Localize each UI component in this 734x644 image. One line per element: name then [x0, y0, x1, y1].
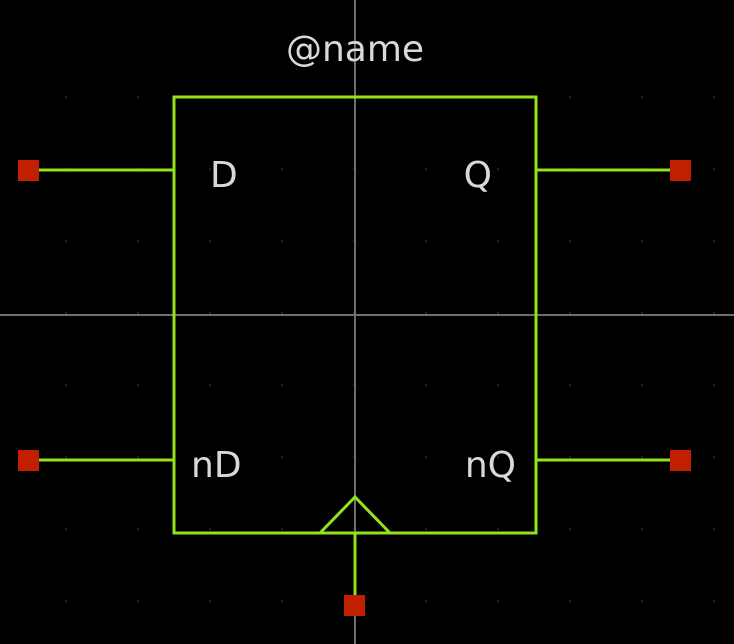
grid-dot: [281, 456, 283, 458]
grid-dot: [641, 96, 643, 98]
grid-dot: [281, 168, 283, 170]
grid-dot: [569, 240, 571, 242]
grid-dot: [641, 528, 643, 530]
grid-dot: [65, 384, 67, 386]
clock-triangle: [318, 494, 392, 535]
grid-dot: [137, 240, 139, 242]
grid-dot: [137, 528, 139, 530]
grid-dot: [209, 456, 211, 458]
pin-nd[interactable]: [18, 450, 39, 471]
grid-dot: [65, 240, 67, 242]
grid-dot: [713, 312, 715, 314]
grid-dot: [713, 456, 715, 458]
grid-dot: [425, 168, 427, 170]
grid-dot: [425, 456, 427, 458]
grid-dot: [65, 312, 67, 314]
grid-dot: [497, 528, 499, 530]
grid-dot: [713, 240, 715, 242]
grid-dot: [569, 312, 571, 314]
grid-dot: [281, 600, 283, 602]
grid-dot: [641, 312, 643, 314]
grid-dot: [425, 600, 427, 602]
grid-dot: [209, 312, 211, 314]
grid-dot: [209, 240, 211, 242]
grid-dot: [713, 384, 715, 386]
grid-dot: [281, 384, 283, 386]
grid-dot: [137, 600, 139, 602]
grid-dots: [65, 96, 715, 602]
grid-dot: [281, 528, 283, 530]
grid-dot: [569, 384, 571, 386]
grid-dot: [497, 384, 499, 386]
pin-clock[interactable]: [344, 595, 365, 616]
grid-dot: [641, 384, 643, 386]
grid-dot: [425, 312, 427, 314]
grid-dot: [641, 240, 643, 242]
grid-dot: [137, 96, 139, 98]
grid-dot: [65, 456, 67, 458]
grid-dot: [209, 384, 211, 386]
grid-dot: [209, 600, 211, 602]
grid-dot: [641, 456, 643, 458]
grid-dot: [209, 528, 211, 530]
grid-dot: [281, 240, 283, 242]
grid-dot: [497, 456, 499, 458]
grid-dot: [497, 168, 499, 170]
grid-dot: [209, 168, 211, 170]
pin-label-nq: nQ: [465, 445, 516, 486]
pin-label-q: Q: [464, 155, 492, 196]
grid-dot: [137, 456, 139, 458]
grid-dot: [65, 600, 67, 602]
grid-dot: [641, 600, 643, 602]
grid-dot: [65, 96, 67, 98]
grid-dot: [713, 600, 715, 602]
grid-dot: [65, 528, 67, 530]
grid-dot: [569, 528, 571, 530]
grid-dot: [137, 384, 139, 386]
grid-dot: [713, 528, 715, 530]
grid-dot: [569, 456, 571, 458]
grid-dot: [425, 240, 427, 242]
grid-dot: [497, 240, 499, 242]
grid-dot: [281, 312, 283, 314]
grid-dot: [497, 600, 499, 602]
grid-dot: [713, 168, 715, 170]
grid-dot: [137, 312, 139, 314]
pin-d[interactable]: [18, 160, 39, 181]
pin-q[interactable]: [670, 160, 691, 181]
grid-dot: [425, 384, 427, 386]
pin-label-d: D: [210, 155, 238, 196]
grid-dot: [569, 96, 571, 98]
pin-label-nd: nD: [191, 445, 242, 486]
grid-dot: [497, 312, 499, 314]
grid-dot: [569, 600, 571, 602]
pin-nq[interactable]: [670, 450, 691, 471]
component-name-label: @name: [286, 29, 424, 70]
grid-dot: [713, 96, 715, 98]
grid-dot: [425, 528, 427, 530]
